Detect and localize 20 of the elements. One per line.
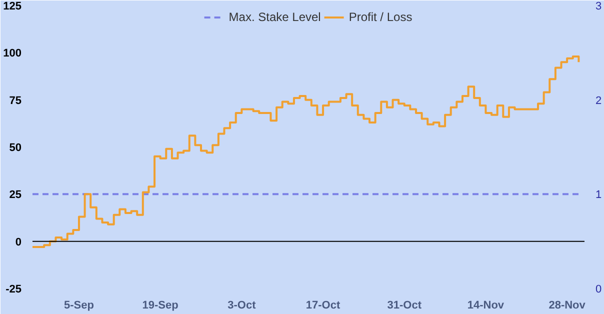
x-tick-label: 5-Sep (64, 300, 94, 312)
legend-label: Profit / Loss (348, 10, 412, 24)
x-tick-label: 31-Oct (387, 300, 422, 312)
y2-tick-label: 3 (596, 0, 602, 12)
y-tick-label: 125 (3, 0, 22, 12)
y-tick-label: 100 (3, 48, 22, 60)
legend-label: Max. Stake Level (228, 10, 321, 24)
x-tick-label: 19-Sep (142, 300, 179, 312)
y2-tick-label: 0 (596, 284, 602, 296)
x-tick-label: 3-Oct (228, 300, 256, 312)
y-tick-label: 75 (9, 94, 22, 107)
y-tick-label: 25 (9, 189, 22, 202)
x-tick-label: 14-Nov (467, 300, 505, 312)
y-tick-label: 0 (15, 236, 22, 248)
x-tick-label: 17-Oct (306, 300, 340, 312)
y-tick-label: 50 (9, 142, 22, 154)
x-tick-label: 28-Nov (548, 300, 586, 312)
y2-tick-label: 1 (596, 189, 602, 202)
y2-tick-label: 2 (596, 94, 602, 107)
y-tick-label: -25 (6, 284, 22, 296)
